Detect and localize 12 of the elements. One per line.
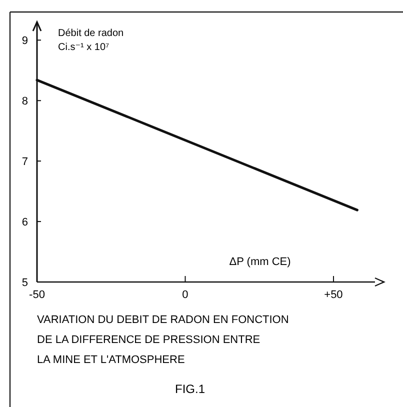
y-tick-label: 5 xyxy=(22,276,28,289)
y-axis-title: Débit de radon Ci.s⁻¹ x 10⁷ xyxy=(58,28,124,53)
y-tick-label: 7 xyxy=(22,156,28,168)
text: VARIATION DU DEBIT DE RADON EN FONCTION DE LA DIFFERENCE DE PRESSION ENTRE LA MINE ET L'ATMOSPHERE xyxy=(37,314,289,366)
y-tick-label: 6 xyxy=(22,216,28,228)
x-tick-label: -50 xyxy=(29,289,45,301)
caption: FIG.1 xyxy=(174,382,206,396)
y-tick-label: 9 xyxy=(22,34,28,47)
x-tick-label: +50 xyxy=(324,289,343,301)
x-axis-title: ΔP (mm CE) xyxy=(229,256,291,268)
y-tick-label: 8 xyxy=(22,95,28,108)
x-tick-label: 0 xyxy=(182,289,188,301)
